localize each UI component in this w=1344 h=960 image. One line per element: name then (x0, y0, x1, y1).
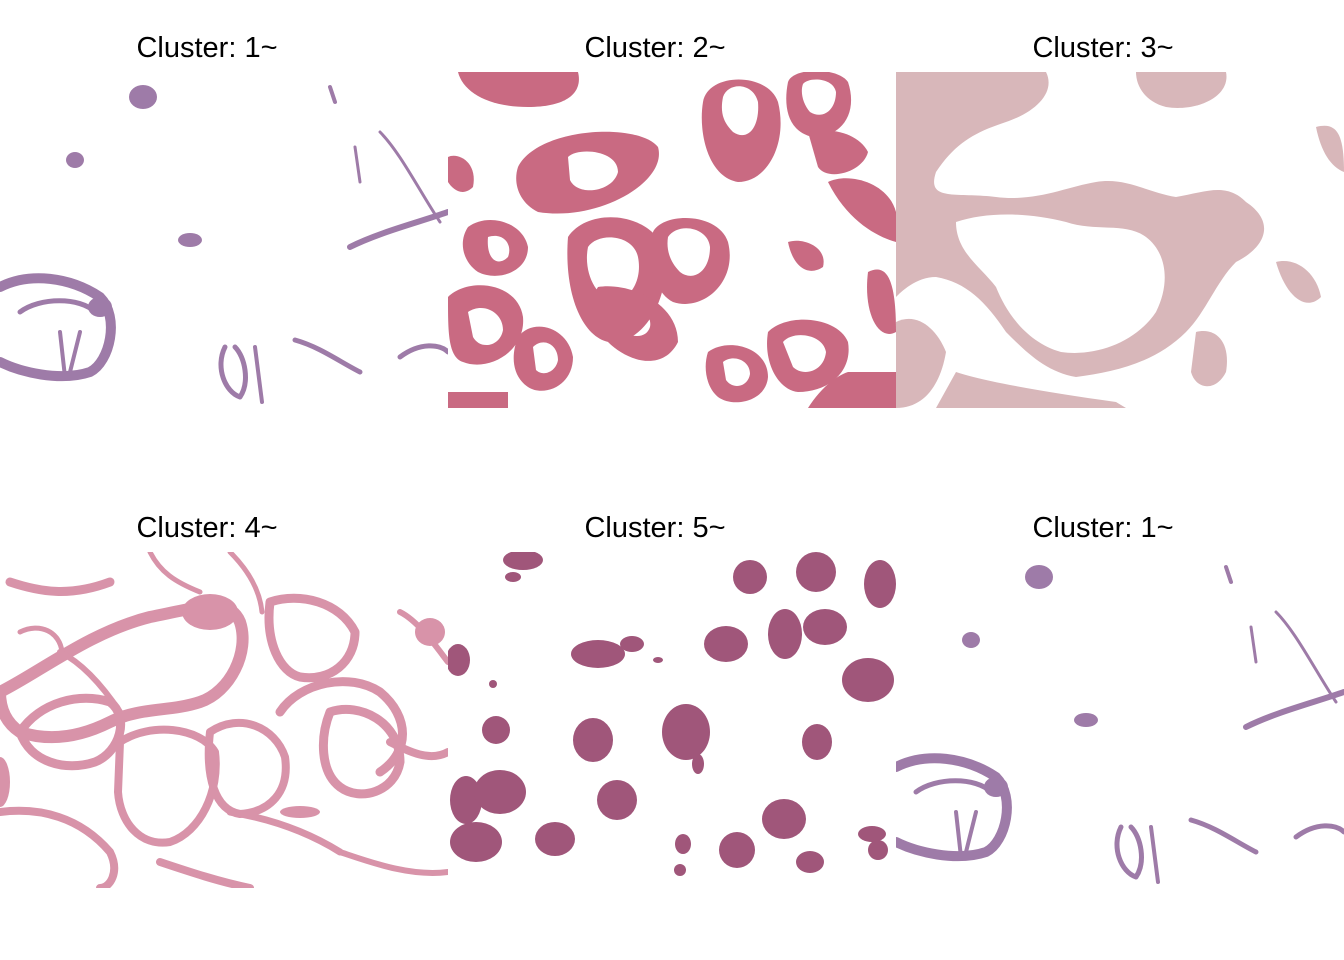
panel-title: Cluster: 1~ (136, 32, 278, 64)
cluster-panel-2: Cluster: 2~ (448, 0, 896, 480)
cluster-mask-image (896, 565, 1344, 884)
cluster-mask-image (896, 72, 1344, 408)
panel-title: Cluster: 5~ (584, 512, 726, 544)
cluster-mask-image (0, 85, 448, 404)
cluster-panel-5: Cluster: 5~ (448, 480, 896, 960)
cluster-mask-image (0, 552, 448, 888)
panel-title: Cluster: 1~ (1032, 512, 1174, 544)
cluster-panel-1: Cluster: 1~ (0, 0, 448, 480)
panel-title: Cluster: 2~ (584, 32, 726, 64)
cluster-panel-3: Cluster: 3~ (896, 0, 1344, 480)
panel-title: Cluster: 4~ (136, 512, 278, 544)
cluster-panel-6: Cluster: 1~ (896, 480, 1344, 960)
cluster-panel-4: Cluster: 4~ (0, 480, 448, 960)
cluster-mask-image (448, 72, 896, 408)
panel-title: Cluster: 3~ (1032, 32, 1174, 64)
cluster-mask-image (448, 552, 896, 876)
